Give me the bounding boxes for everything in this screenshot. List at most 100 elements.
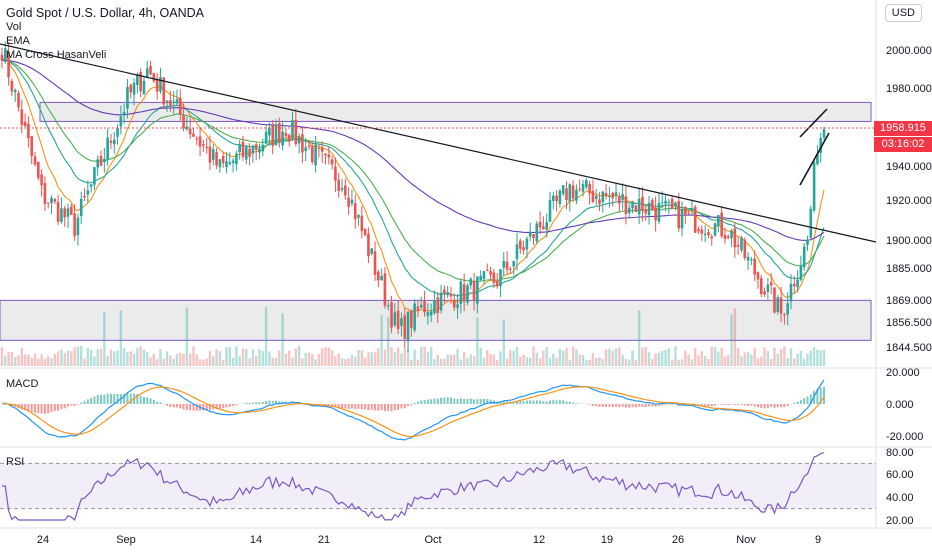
macd-hist-bar [100,395,102,404]
volume-bar [493,355,495,366]
candle-body [202,144,205,146]
volume-bar [539,358,541,366]
macd-hist-bar [140,396,142,404]
candle-body [314,144,317,165]
candle-body [63,208,66,217]
candle-body [384,273,387,305]
candle-body [341,188,344,190]
candle-body [496,281,499,286]
macd-hist-bar [721,404,723,405]
volume-bar [529,358,531,366]
volume-bar [93,357,95,366]
volume-bar [205,358,207,366]
candle-body [54,199,57,201]
candle-body [311,146,314,162]
candle-body [27,124,30,138]
macd-label[interactable]: MACD [6,378,38,390]
candle-body [483,271,486,279]
volume-bar [31,358,33,366]
time-axis-label: 26 [672,534,684,546]
macd-hist-bar [159,402,161,404]
macd-hist-bar [107,394,109,404]
macd-hist-bar [183,404,185,410]
macd-hist-bar [37,404,39,413]
candle-body [803,246,806,267]
macd-hist-bar [225,404,227,408]
time-axis-label: 12 [533,534,545,546]
volume-bar [258,349,260,366]
volume-bar [17,355,19,366]
volume-bar [354,357,356,366]
volume-bar [106,356,108,366]
candle-body [153,73,156,81]
volume-bar [288,351,290,366]
volume-bar [575,350,577,366]
volume-bar [24,355,26,366]
macd-hist-bar [344,404,346,408]
currency-button[interactable]: USD [885,4,922,22]
candle-body [743,240,746,258]
symbol-title[interactable]: Gold Spot / U.S. Dollar, 4h, OANDA [6,6,204,20]
volume-bar [819,350,821,366]
indicator-vol[interactable]: Vol [6,20,204,34]
candle-body [123,112,126,115]
candle-body [522,247,525,250]
volume-bar [638,310,640,366]
volume-bar [777,354,779,366]
candle-body [684,207,687,215]
candle-body [740,238,743,251]
macd-hist-bar [341,404,343,408]
last-price-tag: 1958.915 [874,121,932,136]
time-axis-label: 21 [318,534,330,546]
candle-body [588,184,591,193]
volume-bar [687,354,689,366]
macd-hist-bar [255,402,257,404]
candle-body [707,232,710,235]
volume-bar [582,355,584,366]
volume-bar [275,358,277,366]
macd-hist-bar [235,404,237,405]
macd-hist-bar [258,402,260,404]
volume-bar [166,351,168,366]
macd-hist-bar [559,400,561,404]
volume-bar [344,359,346,366]
volume-bar [182,354,184,366]
volume-bar [615,348,617,366]
rsi-label[interactable]: RSI [6,456,24,468]
macd-hist-bar [618,404,620,407]
macd-hist-bar [146,397,148,404]
volume-bar [635,360,637,366]
candle-body [417,306,420,311]
volume-bar [486,350,488,366]
candle-body [456,304,459,308]
candle-body [189,129,192,134]
candle-body [83,196,86,197]
candle-body [572,185,575,198]
indicator-ma-cross[interactable]: MA Cross HasanVeli [6,48,204,62]
macd-hist-bar [262,402,264,404]
macd-hist-bar [410,404,412,405]
volume-bar [301,358,303,366]
candle-body [717,215,720,226]
volume-bar [54,354,56,366]
volume-bar [668,348,670,366]
macd-hist-bar [483,399,485,404]
volume-bar [268,351,270,366]
candle-body [506,262,509,270]
macd-hist-bar [153,400,155,404]
volume-bar [806,354,808,366]
macd-hist-bar [714,404,716,406]
volume-bar [509,350,511,366]
macd-hist-bar [47,404,49,413]
volume-bar [248,358,250,366]
candle-body [578,189,581,190]
candle-body [351,200,354,204]
candle-body [641,197,644,211]
candle-body [219,159,222,167]
volume-bar [209,351,211,366]
candle-body [443,289,446,293]
volume-bar [562,351,564,366]
indicator-ema[interactable]: EMA [6,34,204,48]
